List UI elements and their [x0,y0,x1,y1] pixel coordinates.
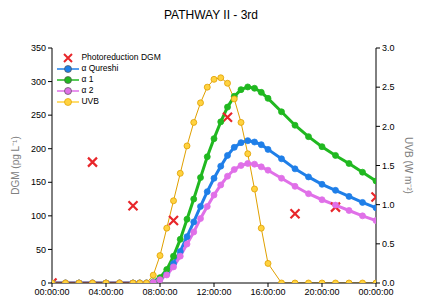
svg-text:3.0: 3.0 [382,43,395,53]
svg-text:350: 350 [31,43,46,53]
svg-text:2.0: 2.0 [382,122,395,132]
svg-text:1.5: 1.5 [382,161,395,171]
svg-text:DGM (pg L⁻¹): DGM (pg L⁻¹) [10,136,21,195]
html-text:α 2: α 2 [81,85,94,95]
svg-text:1.0: 1.0 [382,200,395,210]
svg-text:16:00:00: 16:00:00 [250,287,285,297]
svg-text:100: 100 [31,211,46,221]
svg-text:150: 150 [31,177,46,187]
svg-text:UVB (W m⁻²): UVB (W m⁻²) [403,137,414,194]
svg-text:300: 300 [31,77,46,87]
html-text:α Qureshi: α Qureshi [81,63,119,73]
html-text:Photoreduction DGM: Photoreduction DGM [81,52,161,62]
svg-text:250: 250 [31,110,46,120]
svg-text:00:00:00: 00:00:00 [358,287,393,297]
svg-text:12:00:00: 12:00:00 [196,287,231,297]
svg-text:0: 0 [41,278,46,288]
svg-text:200: 200 [31,144,46,154]
svg-text:0.0: 0.0 [382,278,395,288]
svg-text:0.5: 0.5 [382,239,395,249]
svg-text:20:00:00: 20:00:00 [304,287,339,297]
svg-text:00:00:00: 00:00:00 [34,287,69,297]
svg-text:50: 50 [36,245,46,255]
svg-text:04:00:00: 04:00:00 [88,287,123,297]
svg-text:08:00:00: 08:00:00 [142,287,177,297]
html-text:UVB: UVB [81,96,99,106]
html-text:α 1: α 1 [81,74,94,84]
svg-text:2.5: 2.5 [382,82,395,92]
html-text:PATHWAY II - 3rd: PATHWAY II - 3rd [164,8,258,22]
